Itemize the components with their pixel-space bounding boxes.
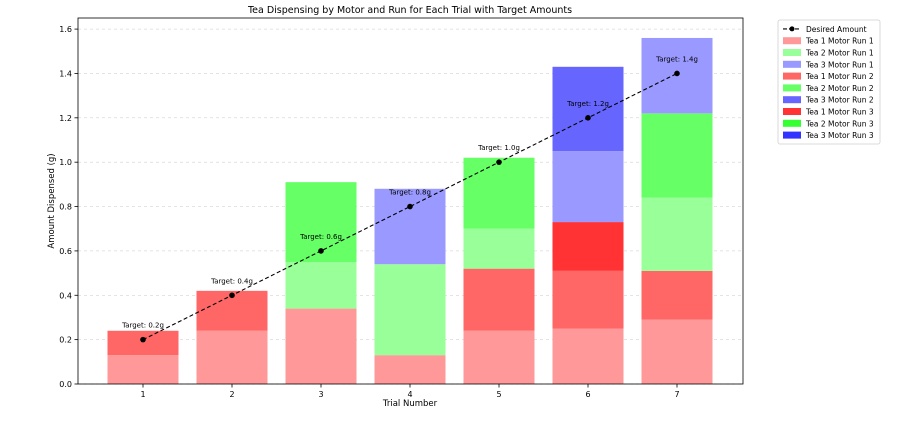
legend-swatch <box>783 119 801 127</box>
bar-segment <box>641 270 713 320</box>
desired-marker <box>585 115 591 121</box>
bar-segment <box>107 330 179 356</box>
bar-segment <box>374 188 446 265</box>
target-label: Target: 0.8g <box>388 189 431 197</box>
bar-segment <box>107 355 179 384</box>
desired-marker <box>318 248 324 254</box>
bar-segment <box>552 328 624 384</box>
bar-segment <box>374 355 446 384</box>
bar-segment <box>641 319 713 384</box>
bars <box>107 37 713 384</box>
bar-segment <box>552 66 624 152</box>
x-tick-label: 7 <box>674 390 679 399</box>
y-tick-label: 0.0 <box>59 380 72 389</box>
y-tick-label: 0.4 <box>59 291 72 300</box>
bar-segment <box>374 264 446 356</box>
bar-segment <box>552 222 624 271</box>
x-axis: 1 2 3 4 5 6 7 <box>140 384 680 399</box>
x-tick-label: 5 <box>496 390 501 399</box>
x-tick-label: 3 <box>318 390 323 399</box>
legend-swatch <box>783 84 801 92</box>
legend-label: Tea 2 Motor Run 2 <box>805 84 874 93</box>
legend: Desired Amount Tea 1 Motor Run 1 Tea 2 Mot… <box>777 19 881 145</box>
legend-swatch <box>783 131 801 139</box>
target-label: Target: 0.4g <box>210 277 253 285</box>
legend-label: Tea 3 Motor Run 1 <box>805 60 874 69</box>
y-axis: 0.0 0.2 0.4 0.6 0.8 1.0 1.2 1.4 1.6 <box>59 25 78 389</box>
target-label: Target: 0.6g <box>299 233 342 241</box>
legend-label: Tea 1 Motor Run 2 <box>805 72 874 81</box>
target-label: Target: 1.4g <box>655 55 698 63</box>
desired-marker <box>229 292 235 299</box>
y-tick-label: 1.0 <box>59 158 72 167</box>
desired-marker <box>496 159 502 165</box>
plot-frame <box>77 17 744 385</box>
legend-label: Tea 2 Motor Run 3 <box>805 119 874 128</box>
legend-label: Tea 3 Motor Run 3 <box>805 131 874 140</box>
desired-line: Target: 0.2g Target: 0.4g Target: 0.6g Targ… <box>121 55 698 343</box>
bar-segment <box>552 270 624 329</box>
chart-title: Tea Dispensing by Motor and Run for Each… <box>247 5 572 16</box>
legend-swatch <box>783 108 801 115</box>
y-tick-label: 1.6 <box>59 25 72 34</box>
bar-segment <box>463 228 535 269</box>
x-tick-label: 6 <box>585 390 590 399</box>
target-label: Target: 1.0g <box>477 144 520 152</box>
legend-label: Tea 3 Motor Run 2 <box>805 96 874 105</box>
y-tick-label: 0.6 <box>59 247 72 256</box>
x-tick-label: 2 <box>229 390 234 399</box>
legend-label: Desired Amount <box>806 25 867 34</box>
bar-segment <box>641 197 713 271</box>
bar-segment <box>552 151 624 223</box>
desired-marker <box>407 203 413 210</box>
bar-segment <box>463 157 535 229</box>
legend-swatch <box>783 60 801 68</box>
y-axis-label: Amount Dispensed (g) <box>47 153 57 248</box>
y-tick-label: 0.2 <box>59 336 72 345</box>
legend-swatch <box>783 37 801 45</box>
bar-segment <box>285 308 357 384</box>
legend-label: Tea 1 Motor Run 1 <box>805 37 874 46</box>
desired-marker <box>140 336 146 343</box>
legend-swatch <box>783 72 801 80</box>
x-tick-label: 1 <box>140 390 145 399</box>
desired-marker <box>674 70 680 77</box>
y-tick-label: 1.4 <box>59 69 72 78</box>
y-tick-label: 0.8 <box>59 203 72 212</box>
y-tick-label: 1.2 <box>59 114 72 123</box>
bar-segment <box>196 330 268 384</box>
target-label: Target: 1.2g <box>566 100 609 108</box>
legend-swatch <box>783 96 801 104</box>
bar-segment <box>285 262 357 309</box>
legend-marker <box>789 26 795 32</box>
x-axis-label: Trial Number <box>382 399 438 409</box>
legend-label: Tea 1 Motor Run 3 <box>805 108 874 117</box>
legend-box <box>777 19 881 145</box>
target-label: Target: 0.2g <box>121 322 164 330</box>
bar-segment <box>641 113 713 198</box>
legend-label: Tea 2 Motor Run 1 <box>805 49 874 58</box>
bar-segment <box>463 268 535 331</box>
x-tick-label: 4 <box>407 390 412 399</box>
legend-swatch <box>783 49 801 56</box>
bar-segment <box>463 330 535 384</box>
